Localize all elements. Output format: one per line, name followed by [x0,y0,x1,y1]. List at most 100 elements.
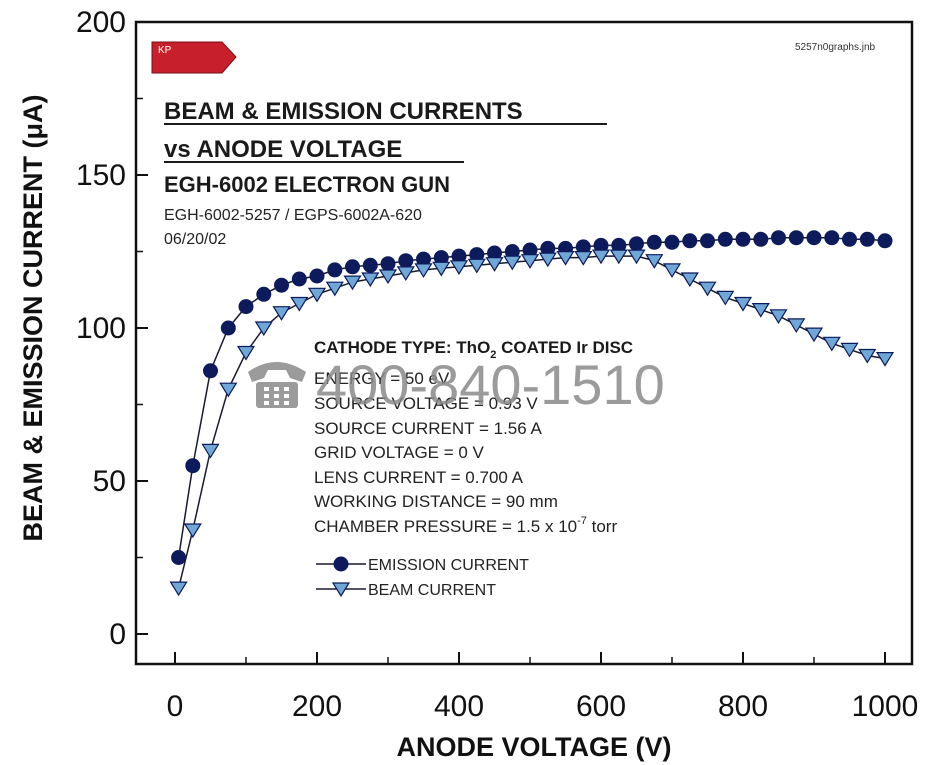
beam-current-point [449,260,469,275]
emission-current-point [717,231,733,247]
emission-current-point [380,256,396,272]
chart-title-line2: vs ANODE VOLTAGE [164,136,402,163]
emission-current-series [171,230,893,565]
emission-current-point [593,237,609,253]
x-tick-label: 1000 [852,690,919,723]
x-axis-title: ANODE VOLTAGE (V) [397,732,672,762]
x-tick-labels: 0 200 400 600 800 1000 [167,690,919,723]
beam-current-point [307,287,327,303]
beam-current-point [361,272,380,288]
emission-current-point [753,231,769,247]
cathode-type: CATHODE TYPE: ThO2 COATED Ir DISC [314,338,633,361]
beam-current-point [698,281,717,297]
x-tick-label: 200 [292,690,342,723]
beam-current-point [645,254,664,269]
emission-current-point [327,262,343,278]
grid-voltage-param: GRID VOLTAGE = 0 V [314,443,485,462]
working-distance-param: WORKING DISTANCE = 90 mm [314,492,558,511]
energy-param: ENERGY = 50 eV [314,369,450,388]
beam-current-point [556,251,575,266]
date-line: 06/20/02 [164,231,226,248]
beam-current-point [325,281,344,297]
beam-current-point [840,342,859,358]
emission-current-point [700,233,715,249]
chart-subtitle: EGH-6002 ELECTRON GUN [164,172,450,197]
emission-current-point [629,236,644,252]
beam-current-point [538,252,557,268]
emission-current-point [611,237,627,253]
emission-current-point [540,240,556,256]
watermark: 400-840-1510 [248,353,665,416]
logo-text: KP [158,45,172,56]
emission-current-point [185,458,201,474]
x-tick-label: 600 [576,690,626,723]
emission-current-point [877,233,893,249]
emission-current-point [487,245,502,261]
beam-current-point [662,263,682,279]
emission-current-point [345,259,360,275]
beam-current-point [787,318,806,334]
y-tick-label: 50 [93,465,126,498]
y-tick-labels: 0 50 100 150 200 [76,6,126,651]
beam-current-point [432,261,451,277]
watermark-phone: 400-840-1510 [316,353,665,416]
emission-current-point [682,233,698,249]
emission-current-point [451,248,467,264]
beam-current-point [858,348,877,364]
ticks-layer [136,21,886,664]
beam-current-point [716,290,735,306]
beam-current-point [290,296,309,312]
legend-beam-label: BEAM CURRENT [368,582,496,599]
y-tick-label: 200 [76,6,126,39]
emission-current-point [309,268,325,284]
beam-current-point [254,321,273,337]
beam-current-point [503,255,522,271]
emission-current-point [788,230,804,246]
beam-current-point [467,258,486,274]
emission-current-point [735,231,751,247]
y-tick-label: 150 [76,159,126,192]
beam-current-point [396,266,415,282]
beam-current-point [343,275,362,291]
emission-current-point [771,230,786,246]
emission-current-point [469,247,485,263]
emission-current-point [522,242,538,258]
emission-current-point [274,277,289,293]
beam-current-point [591,249,611,265]
beam-current-point [574,251,593,266]
beam-current-point [520,254,540,269]
beam-current-point [414,263,433,279]
y-tick-label: 100 [76,312,126,345]
emission-current-point [398,253,414,269]
y-axis-title: BEAM & EMISSION CURRENT (μA) [18,94,48,541]
emission-current-point [806,230,822,246]
beam-current-series [169,249,895,597]
file-label: 5257n0graphs.jnb [795,42,876,53]
legend-beam-marker [331,582,351,598]
emission-current-point [220,320,236,336]
beam-current-point [219,382,238,398]
beam-current-point [822,336,841,352]
beam-current-point [875,352,895,367]
chamber-pressure-param: CHAMBER PRESSURE = 1.5 x 10-7 torr [314,515,617,536]
y-tick-label: 0 [109,618,126,651]
legend-emission-label: EMISSION CURRENT [368,557,529,574]
source-current-param: SOURCE CURRENT = 1.56 A [314,419,543,438]
beam-current-point [609,249,628,265]
model-line: EGH-6002-5257 / EGPS-6002A-620 [164,207,422,224]
emission-current-point [664,234,680,250]
emission-current-point [362,257,378,273]
beam-current-point [680,272,699,288]
emission-current-point [824,230,840,246]
beam-current-point [378,269,398,285]
emission-current-point [433,250,449,266]
emission-current-point [171,550,187,565]
telephone-icon [248,362,306,408]
beam-current-point [733,296,753,312]
beam-current-point [804,327,824,343]
emission-current-point [256,286,272,302]
beam-current-point [183,523,202,539]
beam-current-point [751,303,770,318]
series-layer [169,230,895,597]
